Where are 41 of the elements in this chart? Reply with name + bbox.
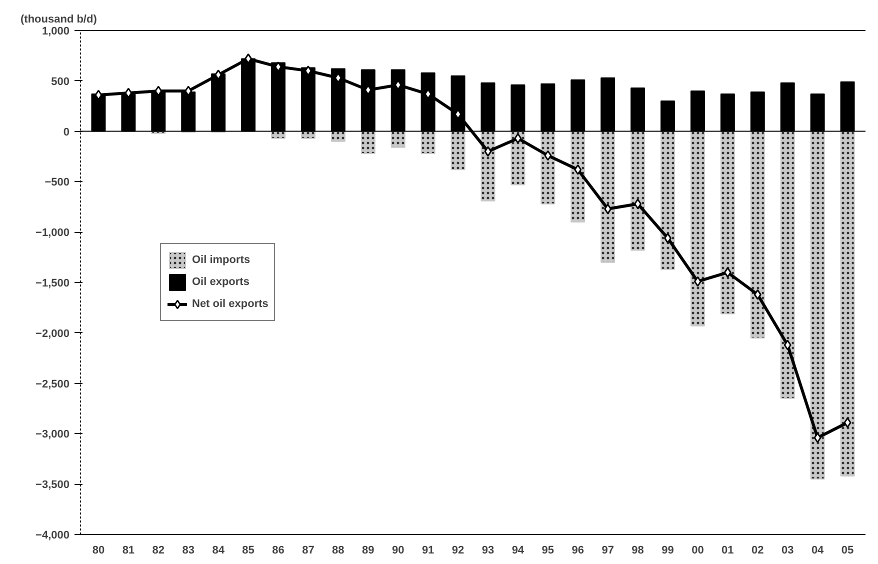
x-tick-label: 95 bbox=[542, 544, 554, 556]
y-tick-label: −2,500 bbox=[36, 378, 70, 390]
x-tick-label: 90 bbox=[392, 544, 404, 556]
x-tick-label: 02 bbox=[752, 544, 764, 556]
y-tick-label: 0 bbox=[63, 126, 70, 138]
y-tick-label: −3,000 bbox=[36, 428, 70, 441]
x-tick-label: 92 bbox=[452, 544, 464, 556]
legend-label: Oil imports bbox=[192, 254, 250, 266]
x-tick-label: 05 bbox=[841, 544, 854, 556]
x-tick-label: 87 bbox=[302, 544, 314, 556]
x-tick-label: 86 bbox=[272, 544, 284, 556]
x-tick-label: 96 bbox=[572, 544, 584, 556]
x-tick-label: 85 bbox=[242, 544, 254, 556]
x-tick-label: 00 bbox=[692, 544, 704, 556]
x-tick-label: 01 bbox=[722, 544, 734, 556]
y-tick-label: −500 bbox=[44, 176, 70, 189]
y-tick-label: 500 bbox=[51, 76, 70, 88]
y-axis-title: (thousand b/d) bbox=[20, 14, 98, 26]
x-tick-label: 93 bbox=[482, 544, 494, 556]
x-tick-label: 04 bbox=[811, 544, 825, 556]
legend-label: Net oil exports bbox=[192, 298, 268, 310]
y-tick-label: −4,000 bbox=[36, 530, 70, 542]
x-tick-label: 84 bbox=[212, 544, 226, 556]
x-tick-label: 99 bbox=[662, 544, 674, 556]
y-tick-label: −1,500 bbox=[36, 278, 70, 290]
y-tick-label: −1,000 bbox=[36, 227, 70, 240]
y-tick-label: −3,500 bbox=[36, 479, 70, 492]
x-tick-label: 80 bbox=[92, 544, 105, 556]
x-tick-label: 97 bbox=[602, 544, 614, 556]
x-tick-label: 82 bbox=[152, 544, 165, 556]
x-tick-label: 94 bbox=[512, 544, 525, 556]
x-tick-label: 83 bbox=[182, 544, 194, 556]
x-tick-label: 03 bbox=[781, 544, 794, 556]
legend-label: Oil exports bbox=[192, 276, 250, 288]
y-tick-label: −2,000 bbox=[36, 328, 70, 340]
x-tick-label: 98 bbox=[632, 544, 644, 556]
x-tick-label: 88 bbox=[332, 544, 344, 556]
x-tick-label: 89 bbox=[362, 544, 374, 556]
x-tick-label: 81 bbox=[122, 544, 135, 556]
y-tick-label: 1,000 bbox=[42, 26, 70, 38]
x-tick-label: 91 bbox=[422, 544, 434, 556]
